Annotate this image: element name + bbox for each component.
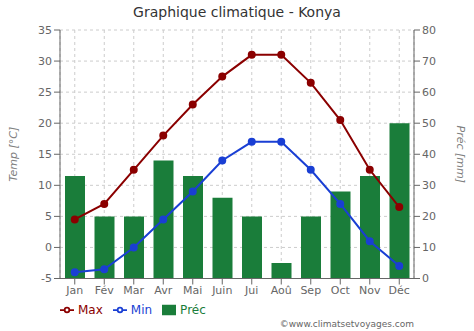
svg-text:5: 5	[45, 210, 52, 223]
html-text:Min: Min	[130, 302, 153, 317]
svg-text:Mai: Mai	[183, 284, 202, 297]
svg-text:40: 40	[422, 148, 436, 161]
svg-text:10: 10	[422, 241, 436, 254]
svg-text:Oct: Oct	[331, 284, 351, 297]
svg-text:50: 50	[422, 117, 436, 130]
svg-text:Préc [mm]: Préc [mm]	[454, 126, 466, 183]
html-text:©www.climatsetvoyages.com: ©www.climatsetvoyages.com	[279, 319, 414, 329]
svg-text:Juin: Juin	[211, 284, 232, 297]
svg-text:30: 30	[422, 179, 436, 192]
svg-text:10: 10	[38, 179, 52, 192]
svg-text:Temp [°C]: Temp [°C]	[8, 127, 20, 182]
html-text:Préc: Préc	[180, 302, 206, 317]
svg-text:Aoû: Aoû	[271, 284, 292, 297]
svg-text:-5: -5	[41, 272, 52, 285]
svg-text:30: 30	[38, 55, 52, 68]
svg-text:Déc: Déc	[389, 284, 410, 297]
svg-text:Jan: Jan	[65, 284, 83, 297]
svg-text:Sep: Sep	[300, 284, 321, 297]
svg-text:Nov: Nov	[359, 284, 381, 297]
svg-text:70: 70	[422, 55, 436, 68]
svg-text:0: 0	[422, 272, 429, 285]
html-text:Max: Max	[78, 302, 103, 317]
svg-text:25: 25	[38, 86, 52, 99]
html-text:Graphique climatique - Konya: Graphique climatique - Konya	[133, 4, 341, 20]
svg-text:Mar: Mar	[123, 284, 144, 297]
svg-text:80: 80	[422, 24, 436, 37]
svg-text:35: 35	[38, 24, 52, 37]
svg-text:60: 60	[422, 86, 436, 99]
svg-text:0: 0	[45, 241, 52, 254]
svg-text:20: 20	[422, 210, 436, 223]
svg-text:20: 20	[38, 117, 52, 130]
svg-text:15: 15	[38, 148, 52, 161]
svg-text:Avr: Avr	[154, 284, 172, 297]
svg-text:Jui: Jui	[244, 284, 258, 297]
svg-text:Fév: Fév	[95, 284, 114, 297]
